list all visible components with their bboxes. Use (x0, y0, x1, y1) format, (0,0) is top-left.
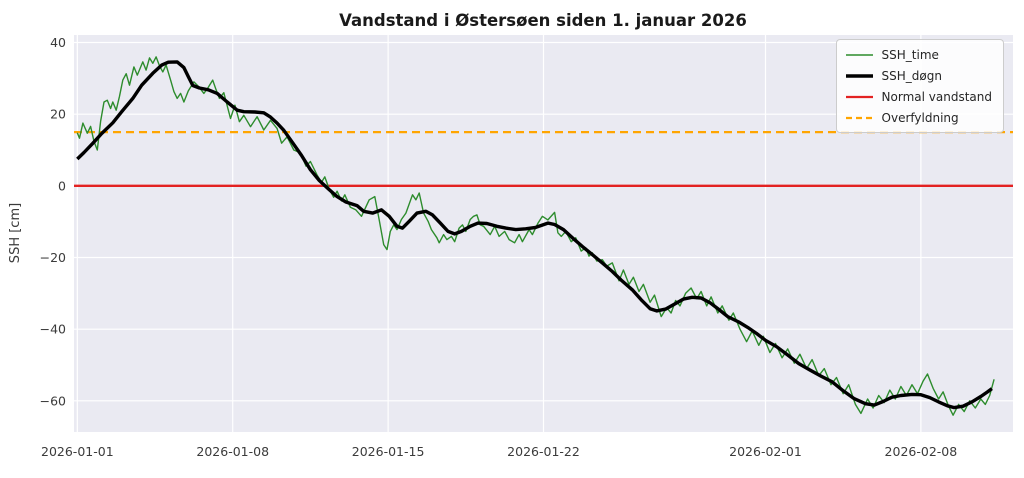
y-axis-ticks: 40 20 0 −20 −40 −60 (40, 35, 66, 408)
legend-line-ssh-dogn (845, 73, 873, 78)
y-tick-label: −20 (40, 250, 66, 265)
legend-label: SSH_time (881, 47, 939, 62)
legend-item-ssh-dogn: SSH_døgn (845, 67, 992, 84)
legend-item-ssh-time: SSH_time (845, 46, 992, 63)
x-tick-label: 2026-01-15 (352, 444, 425, 459)
legend-label: Overfyldning (881, 110, 959, 125)
legend-label: SSH_døgn (881, 68, 942, 83)
x-tick-label: 2026-02-01 (729, 444, 802, 459)
x-axis-ticks: 2026-01-01 2026-01-08 2026-01-15 2026-01-22… (41, 444, 957, 459)
legend-line-ssh-time (845, 53, 873, 56)
series-ssh-dogn (76, 60, 993, 410)
y-axis-label: SSH [cm] (8, 203, 23, 263)
y-tick-label: 0 (58, 178, 66, 193)
chart-title: Vandstand i Østersøen siden 1. januar 20… (339, 11, 747, 30)
x-tick-label: 2026-01-22 (507, 444, 580, 459)
legend-item-normal-vandstand: Normal vandstand (845, 88, 992, 105)
y-tick-label: 40 (50, 35, 66, 50)
y-tick-label: 20 (50, 107, 66, 122)
y-tick-label: −60 (40, 393, 66, 408)
legend-line-overfyldning (845, 116, 873, 119)
legend-line-normal-vandstand (845, 95, 873, 98)
x-tick-label: 2026-01-01 (41, 444, 114, 459)
legend-label: Normal vandstand (881, 89, 992, 104)
x-tick-label: 2026-01-08 (196, 444, 269, 459)
x-tick-label: 2026-02-08 (885, 444, 958, 459)
legend-item-overfyldning: Overfyldning (845, 109, 992, 126)
y-tick-label: −40 (40, 322, 66, 337)
legend: SSH_time SSH_døgn Normal vandstand Overf… (835, 39, 1004, 133)
